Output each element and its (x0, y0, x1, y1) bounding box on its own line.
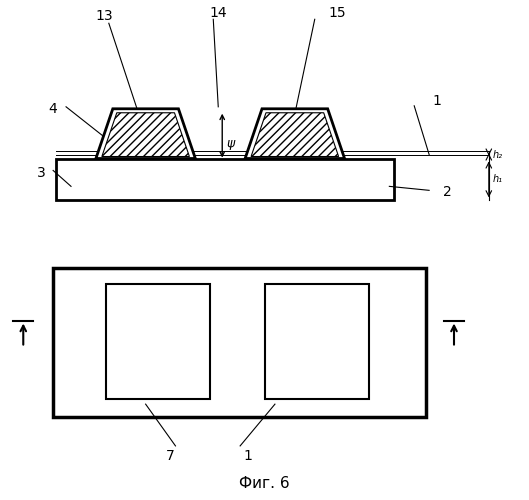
Bar (56, 158, 394, 200)
Text: h₂: h₂ (493, 150, 503, 160)
Text: 3: 3 (37, 166, 45, 180)
Text: 7: 7 (166, 449, 175, 463)
Polygon shape (102, 113, 189, 156)
Text: Фиг. 6: Фиг. 6 (239, 476, 289, 491)
Text: 14: 14 (209, 6, 227, 20)
Text: 13: 13 (95, 10, 113, 24)
Text: h₁: h₁ (493, 174, 503, 184)
Polygon shape (96, 109, 195, 158)
Text: ψ: ψ (226, 136, 234, 149)
Text: 4: 4 (49, 102, 58, 116)
Text: 2: 2 (443, 186, 451, 200)
Polygon shape (251, 113, 339, 156)
Bar (106, 284, 211, 399)
Bar (53, 268, 426, 417)
Polygon shape (245, 109, 344, 158)
Text: 1: 1 (433, 94, 442, 108)
Text: 1: 1 (244, 449, 252, 463)
Text: 15: 15 (329, 6, 346, 20)
Bar (265, 284, 369, 399)
